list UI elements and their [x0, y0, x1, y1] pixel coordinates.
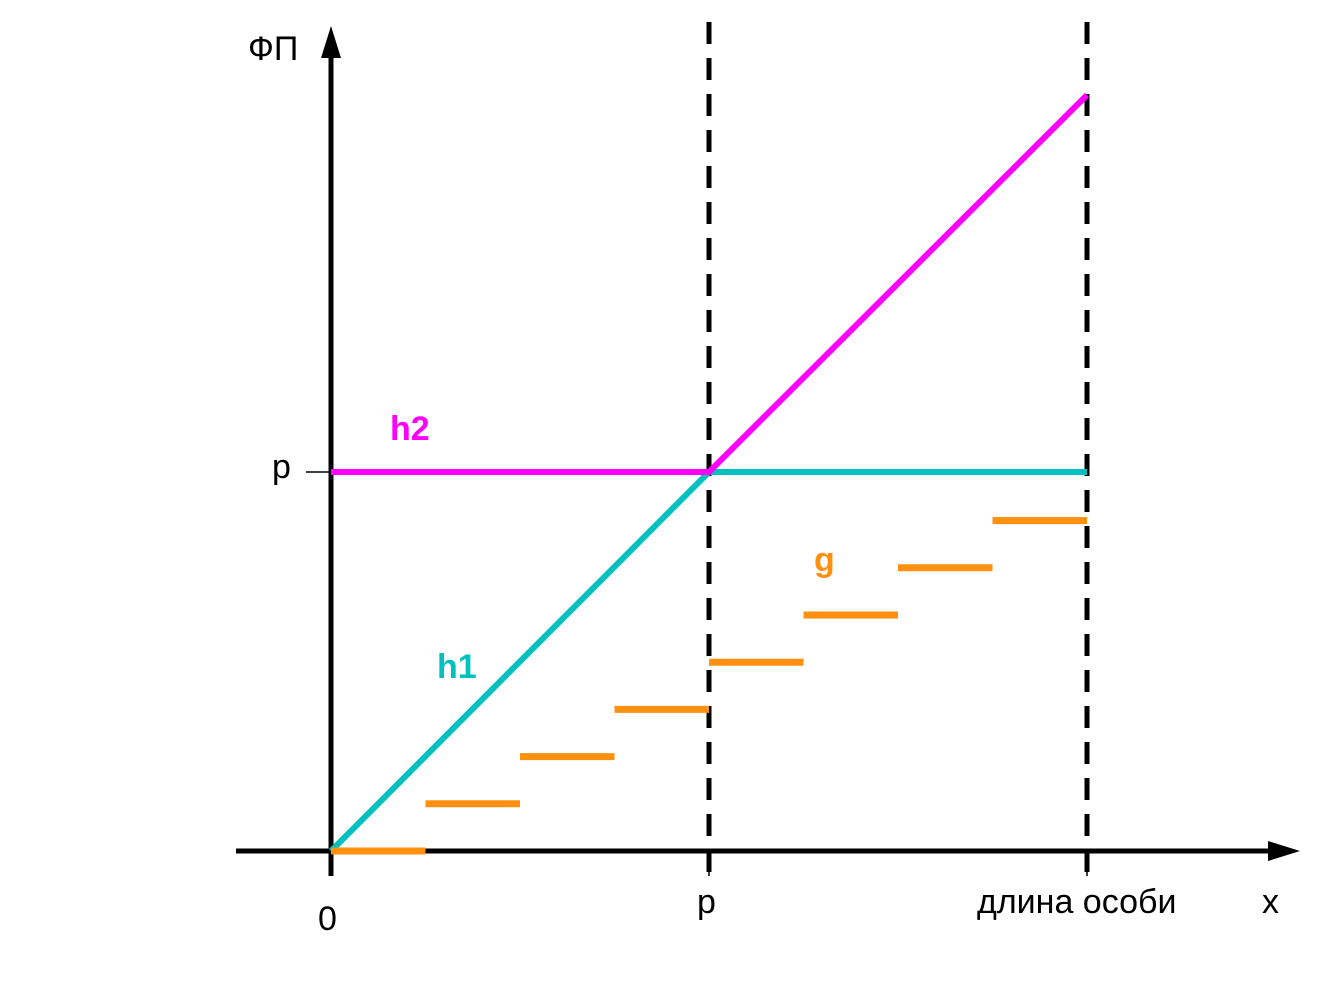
y-axis-label: ФП [248, 30, 298, 68]
series-h1-label: h1 [437, 648, 477, 686]
x-tick-label-length: длина особи [977, 883, 1176, 921]
series-h2-line [331, 92, 1090, 475]
series-g-steps [331, 517, 1087, 855]
x-tick-label-p: p [697, 883, 716, 921]
x-axis-arrow [1268, 841, 1300, 861]
origin-label: 0 [318, 900, 337, 938]
series-h2-label: h2 [390, 410, 430, 448]
y-tick-label-p: p [272, 448, 291, 486]
y-axis-arrow [321, 26, 341, 58]
series-g-label: g [814, 541, 835, 579]
x-axis-label: x [1262, 883, 1279, 921]
